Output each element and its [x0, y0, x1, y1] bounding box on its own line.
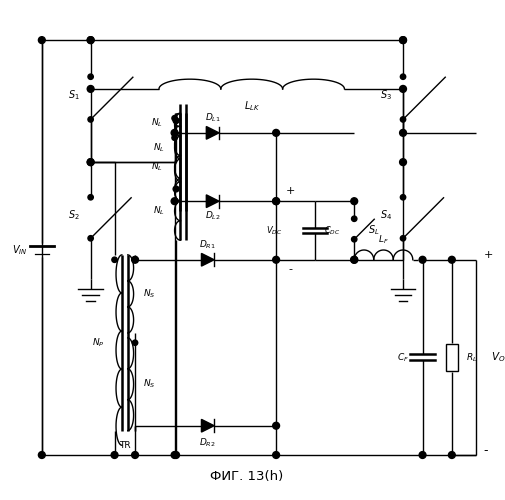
Text: $S_4$: $S_4$	[380, 208, 392, 222]
Text: $D_{L2}$: $D_{L2}$	[205, 210, 221, 222]
Circle shape	[273, 256, 280, 263]
Circle shape	[38, 452, 45, 458]
Text: $D_{R1}$: $D_{R1}$	[199, 239, 216, 252]
Text: $R_L$: $R_L$	[466, 351, 477, 364]
Circle shape	[399, 86, 407, 92]
Text: $N_P$: $N_P$	[92, 336, 104, 349]
Circle shape	[351, 236, 357, 242]
Circle shape	[273, 130, 280, 136]
Circle shape	[132, 340, 138, 345]
Text: $S_3$: $S_3$	[380, 88, 392, 102]
Circle shape	[88, 116, 93, 122]
Text: $S_2$: $S_2$	[68, 208, 79, 222]
Circle shape	[448, 452, 456, 458]
Circle shape	[87, 36, 94, 44]
Circle shape	[172, 135, 177, 140]
Text: +: +	[484, 250, 493, 260]
Circle shape	[399, 36, 407, 44]
Circle shape	[38, 36, 45, 44]
Circle shape	[173, 452, 179, 458]
Circle shape	[87, 158, 94, 166]
Circle shape	[171, 452, 178, 458]
Text: $S_1$: $S_1$	[68, 88, 79, 102]
Circle shape	[399, 130, 407, 136]
Circle shape	[400, 74, 406, 80]
Polygon shape	[207, 126, 219, 139]
Circle shape	[351, 256, 358, 263]
Text: +: +	[286, 186, 295, 196]
Circle shape	[87, 158, 94, 166]
Circle shape	[171, 130, 178, 136]
Circle shape	[400, 236, 406, 241]
Circle shape	[351, 256, 358, 263]
Text: $L_{LK}$: $L_{LK}$	[243, 99, 260, 113]
Bar	[446, 344, 458, 371]
Circle shape	[273, 198, 280, 204]
Text: $N_L$: $N_L$	[150, 161, 163, 173]
Circle shape	[112, 257, 117, 262]
Circle shape	[448, 256, 456, 263]
Text: $V_O$: $V_O$	[491, 350, 505, 364]
Circle shape	[399, 158, 407, 166]
Text: $N_L$: $N_L$	[153, 141, 165, 154]
Text: $D_{L1}$: $D_{L1}$	[205, 112, 221, 124]
Circle shape	[111, 452, 118, 458]
Circle shape	[88, 236, 93, 241]
Text: $V_{DC}$: $V_{DC}$	[266, 224, 282, 236]
Circle shape	[400, 194, 406, 200]
Text: $N_S$: $N_S$	[143, 378, 156, 390]
Text: ФИГ. 13(h): ФИГ. 13(h)	[210, 470, 283, 484]
Circle shape	[172, 116, 177, 121]
Circle shape	[173, 118, 179, 124]
Polygon shape	[201, 254, 214, 266]
Circle shape	[351, 198, 358, 204]
Circle shape	[351, 216, 357, 222]
Circle shape	[400, 116, 406, 122]
Polygon shape	[207, 195, 219, 207]
Circle shape	[419, 256, 426, 263]
Circle shape	[87, 36, 94, 44]
Text: -: -	[289, 264, 293, 274]
Circle shape	[173, 186, 179, 192]
Text: $N_L$: $N_L$	[153, 204, 165, 217]
Text: $N_L$: $N_L$	[150, 117, 163, 130]
Circle shape	[87, 86, 94, 92]
Circle shape	[132, 257, 138, 262]
Circle shape	[419, 452, 426, 458]
Text: $L_F$: $L_F$	[378, 234, 389, 246]
Text: TR: TR	[119, 440, 131, 450]
Text: $S_L$: $S_L$	[368, 224, 380, 237]
Circle shape	[132, 256, 138, 263]
Circle shape	[171, 198, 178, 204]
Text: $D_{R2}$: $D_{R2}$	[199, 436, 216, 449]
Text: $N_S$: $N_S$	[143, 288, 156, 300]
Polygon shape	[201, 420, 214, 432]
Text: -: -	[484, 444, 488, 456]
Circle shape	[88, 194, 93, 200]
Text: $C_F$: $C_F$	[397, 351, 409, 364]
Circle shape	[273, 422, 280, 429]
Circle shape	[273, 452, 280, 458]
Circle shape	[132, 452, 138, 458]
Circle shape	[88, 74, 93, 80]
Text: $C_{DC}$: $C_{DC}$	[324, 224, 340, 236]
Text: $V_{IN}$: $V_{IN}$	[12, 243, 28, 257]
Circle shape	[399, 36, 407, 44]
Circle shape	[273, 198, 280, 204]
